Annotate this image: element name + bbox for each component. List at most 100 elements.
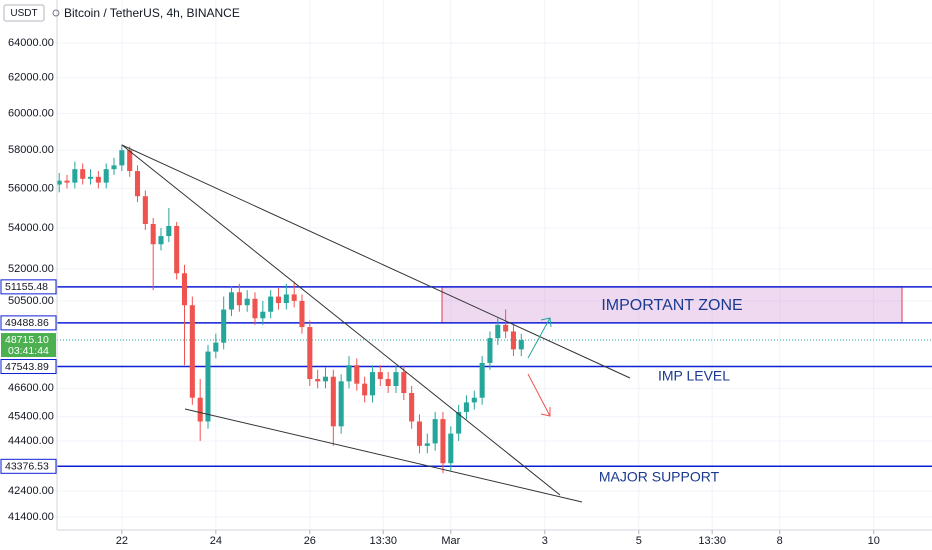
trend-line [184,408,583,503]
candle-body [362,383,368,396]
candle-body [456,411,462,434]
grid [57,0,932,530]
currency-tag[interactable] [3,4,45,22]
y-tick-label: 58000.00 [8,144,54,156]
candles [56,144,524,474]
overlay: 51155.48 49488.86 47543.89 43376.53 48715.10… [0,279,743,485]
candle-body [103,169,109,183]
annotation: MAJOR SUPPORT [599,469,720,485]
candle-body [471,397,477,403]
drawings [121,144,631,503]
candle-body [369,372,375,396]
candle-body [432,419,438,444]
candle-body [322,376,329,382]
candle-body [346,365,352,382]
levels [57,286,932,468]
x-tick-label: 10 [868,535,880,547]
candle-body [463,402,469,412]
candle-body [338,381,344,427]
currency-text: USDT [10,8,37,19]
candle-body [134,171,141,197]
trend-line [121,144,561,496]
y-tick-label: 54000.00 [8,222,54,234]
candle-body [158,236,164,245]
candle-body [252,298,258,319]
x-tick-label: 24 [210,535,222,547]
y-tick-label: 62000.00 [8,72,54,84]
candle-body [228,292,235,310]
candle-body [87,176,94,179]
candle-body [377,372,383,380]
y-tick-label: 50500.00 [8,295,54,307]
candle-body [268,296,274,312]
x-tick-label: 3 [542,535,548,547]
candle-body [181,273,188,306]
y-tick-label: 60000.00 [8,107,54,119]
candle-body [409,393,415,422]
x-tick-label: 26 [304,535,316,547]
candle-body [307,327,313,380]
x-tick-label: Mar [441,535,460,547]
candle-body [205,351,211,422]
candle-body [416,421,422,446]
candle-body [72,169,78,183]
countdown: 03:41:44 [8,345,49,357]
candle-body [213,342,219,352]
y-tick-label: 46600.00 [8,382,54,394]
annotation: IMPORTANT ZONE [601,297,742,314]
candle-body [440,419,446,464]
candle-body [150,223,156,245]
candle-body [495,324,501,339]
up-arrow [527,317,552,359]
candle-body [518,340,524,350]
candle-body [260,311,266,319]
candle-body [487,338,493,363]
x-tick-label: 5 [636,535,642,547]
candle-body [448,433,454,464]
level-label: 49488.86 [5,317,49,329]
candle-body [393,372,399,386]
candle-body [111,165,117,170]
candle-body [142,196,148,224]
candle-body [221,309,227,343]
y-tick-label: 56000.00 [8,182,54,194]
candle-body [236,292,242,306]
level-label-box [0,359,57,375]
candle-body [197,397,203,422]
trend-line [121,144,631,379]
candle-body [166,225,172,237]
candle-body [315,379,321,382]
candle-body [56,180,62,185]
candle-body [95,176,101,183]
current-price-label: 48715.10 [5,334,49,346]
current-price-box [1,333,56,358]
down-arrow [527,373,551,417]
level-label: 47543.89 [5,361,49,373]
candle-body [330,376,336,427]
candle-body [64,180,70,183]
candle-body [401,372,407,394]
candle-body [291,294,297,301]
candle-body [299,300,305,328]
x-tick-label: 8 [777,535,783,547]
status-icon [52,9,60,17]
candle-body [503,324,509,332]
y-tick-label: 64000.00 [8,37,54,49]
candle-body [283,294,289,304]
level-label-box [0,458,57,474]
y-tick-label: 44400.00 [8,435,54,447]
candle-body [479,362,485,398]
candle-body [244,298,250,306]
y-tick-label: 41400.00 [8,511,54,523]
zone [441,286,903,324]
candle-body [189,305,195,398]
level-label: 43376.53 [5,461,49,473]
chart-title: Bitcoin / TetherUS, 4h, BINANCE [64,6,240,20]
candle-body [275,296,282,304]
candle-body [127,150,133,172]
candle-body [174,225,180,274]
y-tick-label: 42400.00 [8,485,54,497]
candle-body [424,443,430,446]
